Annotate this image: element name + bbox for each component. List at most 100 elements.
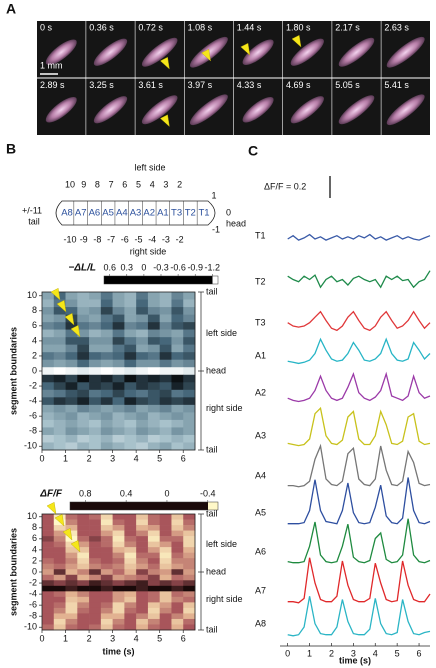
y-tick-label: 8 — [32, 305, 37, 315]
heatmap-cell — [147, 427, 160, 436]
x-tick-label: 6 — [181, 453, 186, 463]
heatmap-cell — [100, 337, 113, 345]
heatmap-cell — [89, 427, 102, 436]
x-tick-label: 1 — [63, 633, 68, 643]
heatmap-cell — [65, 618, 78, 625]
colorbar-tick-label: 0.8 — [79, 488, 92, 498]
heatmap-cell — [171, 558, 184, 565]
trace-name: A8 — [255, 618, 266, 628]
heatmap-cell — [65, 374, 78, 383]
heatmap-cell — [112, 525, 125, 531]
heatmap-cell — [112, 434, 125, 443]
heatmap-cell — [159, 552, 172, 559]
side-label: tail — [206, 508, 218, 518]
boundary-number: 5 — [136, 179, 141, 189]
heatmap-cell — [100, 442, 113, 451]
heatmap-cell — [171, 530, 184, 537]
heatmap-cell — [65, 580, 78, 587]
heatmap-cell — [183, 314, 196, 323]
y-tick-label: -4 — [29, 588, 37, 598]
heatmap-cell — [136, 541, 149, 548]
boundary-number: -3 — [162, 234, 170, 244]
heatmap-cell — [53, 547, 66, 553]
heatmap-cell — [136, 607, 149, 614]
heatmap-cell — [136, 558, 149, 565]
x-tick-label: 4 — [134, 453, 139, 463]
heatmap-cell — [147, 613, 160, 620]
x-tick-label: 2 — [87, 633, 92, 643]
colorbar — [103, 275, 219, 285]
heatmap-cell — [124, 618, 137, 625]
heatmap-cell — [77, 389, 90, 398]
y-tick-label: 2 — [32, 350, 37, 360]
heatmap-cell — [183, 352, 196, 361]
heatmap-cell — [42, 442, 55, 451]
heatmap-cell — [183, 412, 196, 421]
trace — [287, 477, 431, 525]
trace — [287, 233, 431, 241]
heatmap-cell — [89, 541, 102, 548]
heatmap-cell — [42, 314, 55, 323]
heatmap-cell — [112, 344, 125, 353]
heatmap-cell — [100, 292, 113, 300]
heatmap-cell — [124, 602, 137, 609]
heatmap-cell — [65, 552, 78, 559]
larva — [338, 95, 375, 125]
colorbar-tick-label: -0.6 — [170, 262, 186, 272]
boundary-number: 2 — [177, 179, 182, 189]
heatmap-cell — [159, 558, 172, 565]
x-tick-label: 1 — [307, 648, 312, 658]
heatmap-cell — [42, 427, 55, 436]
heatmap-cell — [89, 314, 102, 323]
boundary-number: 9 — [81, 179, 86, 189]
heatmap-cell — [42, 530, 55, 537]
heatmap-cell — [183, 374, 196, 383]
heatmap-cell — [159, 374, 172, 383]
heatmap-cell — [136, 596, 149, 603]
heatmap-cell — [100, 591, 113, 598]
heatmap-cell — [147, 530, 160, 537]
heatmap-cell — [89, 307, 102, 315]
heatmap-cell — [112, 442, 125, 451]
heatmap-cell — [100, 613, 113, 620]
boundary-number: -6 — [121, 234, 129, 244]
heatmap-cell — [65, 624, 78, 631]
scale-label: 1 mm — [40, 60, 63, 70]
arrowhead — [70, 324, 81, 338]
boundary-number: -7 — [107, 234, 115, 244]
heatmap-cell — [100, 419, 113, 428]
heatmap-cell — [65, 329, 78, 338]
heatmap-cell — [77, 359, 90, 368]
side-title: right side — [130, 246, 167, 256]
heatmap-cell — [124, 536, 137, 542]
heatmap-cell — [77, 382, 90, 391]
heatmap-cell — [112, 618, 125, 625]
heatmap-cell — [183, 344, 196, 353]
heatmap-cell — [159, 337, 172, 345]
heatmap-cell — [53, 552, 66, 559]
heatmap-cell — [136, 382, 149, 391]
heatmap-cell — [147, 329, 160, 338]
trace-name: A7 — [255, 585, 266, 595]
heatmap-cell — [171, 352, 184, 361]
heatmap-cell — [100, 322, 113, 330]
time-label: 2.89 s — [40, 80, 65, 90]
arrowhead — [201, 48, 211, 62]
heatmap-cell — [159, 412, 172, 421]
heatmap-cell — [42, 574, 55, 581]
heatmap-cell — [65, 607, 78, 614]
heatmap-cell — [65, 382, 78, 391]
heatmap-cell — [89, 607, 102, 614]
side-label: right side — [206, 594, 243, 604]
heatmap-cell — [77, 552, 90, 559]
trace-name: A5 — [255, 507, 266, 517]
heatmap-cell — [136, 547, 149, 553]
side-label: right side — [206, 403, 243, 413]
heatmap-cell — [77, 322, 90, 330]
heatmap-cell — [171, 547, 184, 553]
y-tick-label: 6 — [32, 320, 37, 330]
heatmap-cell — [147, 389, 160, 398]
y-tick-label: -6 — [29, 411, 37, 421]
heatmap-cell — [65, 585, 78, 592]
arrowhead — [291, 34, 302, 48]
